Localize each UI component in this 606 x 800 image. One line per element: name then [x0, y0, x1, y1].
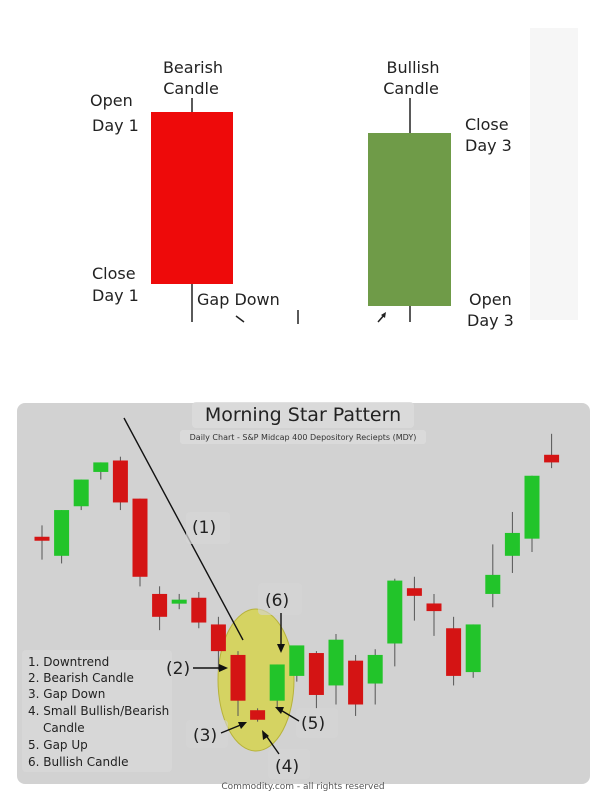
close-day3-label-line1: Close	[465, 115, 509, 134]
chart-title: Morning Star Pattern	[205, 404, 401, 426]
annotation-2: (2)	[166, 659, 190, 679]
morning-star-highlight	[217, 608, 295, 752]
bearish-candle-body	[250, 710, 266, 720]
annotation-3: (3)	[193, 726, 217, 746]
bearish-candle-body	[152, 593, 168, 617]
annotation-backdrop	[186, 512, 230, 544]
close-day1-label-line1: Close	[92, 264, 136, 283]
candles	[34, 433, 560, 722]
legend-item: Candle	[43, 721, 85, 735]
bearish-candle-body	[308, 653, 324, 695]
candlestick-diagram: Bearish Candle Bullish Candle Open Day 1…	[0, 0, 606, 330]
open-day3-label-line1: Open	[469, 290, 512, 309]
bearish-candle-body	[544, 454, 560, 463]
downtrend-line	[123, 417, 244, 641]
legend: 1. Downtrend 2. Bearish Candle 3. Gap Do…	[22, 650, 172, 772]
diagram-background	[0, 0, 606, 330]
annotation-3-arrow	[220, 723, 244, 734]
bullish-candle	[368, 133, 451, 306]
bullish-candle-body	[465, 624, 481, 673]
annotation-backdrop	[296, 708, 338, 738]
bullish-candle-body	[485, 574, 501, 594]
annotation-4: (4)	[275, 757, 299, 777]
bullish-candle-body	[367, 654, 383, 684]
annotation-6: (6)	[265, 591, 289, 611]
gap-down-label: Gap Down	[197, 290, 280, 309]
chart-subtitle: Daily Chart - S&P Midcap 400 Depository …	[190, 433, 417, 442]
annotation-5-arrow	[278, 708, 300, 722]
open-day1-label-line1: Open	[90, 91, 133, 110]
legend-item: 4. Small Bullish/Bearish	[28, 704, 169, 718]
annotation-backdrop	[258, 583, 302, 615]
bearish-candle-body	[112, 460, 128, 503]
bearish-candle-body	[132, 498, 148, 577]
bearish-candle-body	[210, 624, 226, 652]
annotation-5: (5)	[301, 714, 325, 734]
legend-item: 3. Gap Down	[28, 687, 105, 701]
gap-down-arrow	[235, 315, 245, 323]
annotation-3-arrowhead	[238, 722, 247, 729]
bearish-label-line2: Candle	[163, 79, 219, 98]
bullish-candle-body	[171, 599, 187, 604]
bearish-label-line1: Bearish	[163, 58, 223, 77]
legend-item: 5. Gap Up	[28, 738, 88, 752]
annotation-backdrop	[186, 720, 228, 748]
bearish-candle	[151, 112, 233, 284]
diagram-shade	[530, 28, 578, 320]
bearish-candle-body	[230, 654, 246, 701]
annotation-backdrop	[268, 749, 310, 779]
bullish-candle-body	[93, 462, 109, 472]
bullish-candle-body	[269, 664, 285, 701]
annotations: (1) (2) (3) (4) (5) (6)	[166, 512, 338, 779]
legend-item: 2. Bearish Candle	[28, 671, 134, 685]
bullish-candle-body	[54, 510, 70, 556]
annotation-4-arrowhead	[262, 730, 269, 740]
annotation-2-arrowhead	[219, 664, 228, 672]
bullish-candle-body	[73, 479, 89, 507]
annotation-4-arrow	[264, 733, 280, 755]
legend-item: 6. Bullish Candle	[28, 755, 128, 769]
legend-item: 1. Downtrend	[28, 655, 109, 669]
bearish-candle-body	[34, 536, 50, 541]
chart-footer: Commodity.com - all rights reserved	[221, 782, 384, 792]
bearish-candle-body	[426, 603, 442, 612]
bullish-candle-body	[328, 639, 344, 686]
bullish-candle-body	[289, 645, 305, 676]
bullish-label-line1: Bullish	[387, 58, 440, 77]
open-day3-label-line2: Day 3	[467, 311, 514, 330]
subtitle-backdrop	[180, 430, 426, 444]
title-backdrop	[192, 402, 414, 428]
chart-background	[17, 403, 590, 784]
open-day3-arrowhead	[381, 312, 386, 318]
bullish-candle-body	[387, 580, 403, 644]
annotation-6-arrowhead	[277, 644, 285, 653]
bearish-candle-body	[348, 660, 364, 705]
close-day3-label-line2: Day 3	[465, 136, 512, 155]
annotation-5-arrowhead	[275, 707, 284, 714]
bearish-candle-body	[446, 628, 462, 676]
annotation-1: (1)	[192, 518, 216, 538]
open-day1-label-line2: Day 1	[92, 116, 139, 135]
close-day1-label-line2: Day 1	[92, 286, 139, 305]
legend-backdrop	[22, 650, 172, 772]
bearish-candle-body	[406, 588, 422, 596]
bullish-candle-body	[524, 475, 540, 539]
bearish-candle-body	[191, 597, 207, 623]
bullish-candle-body	[504, 532, 520, 556]
bullish-label-line2: Candle	[383, 79, 439, 98]
